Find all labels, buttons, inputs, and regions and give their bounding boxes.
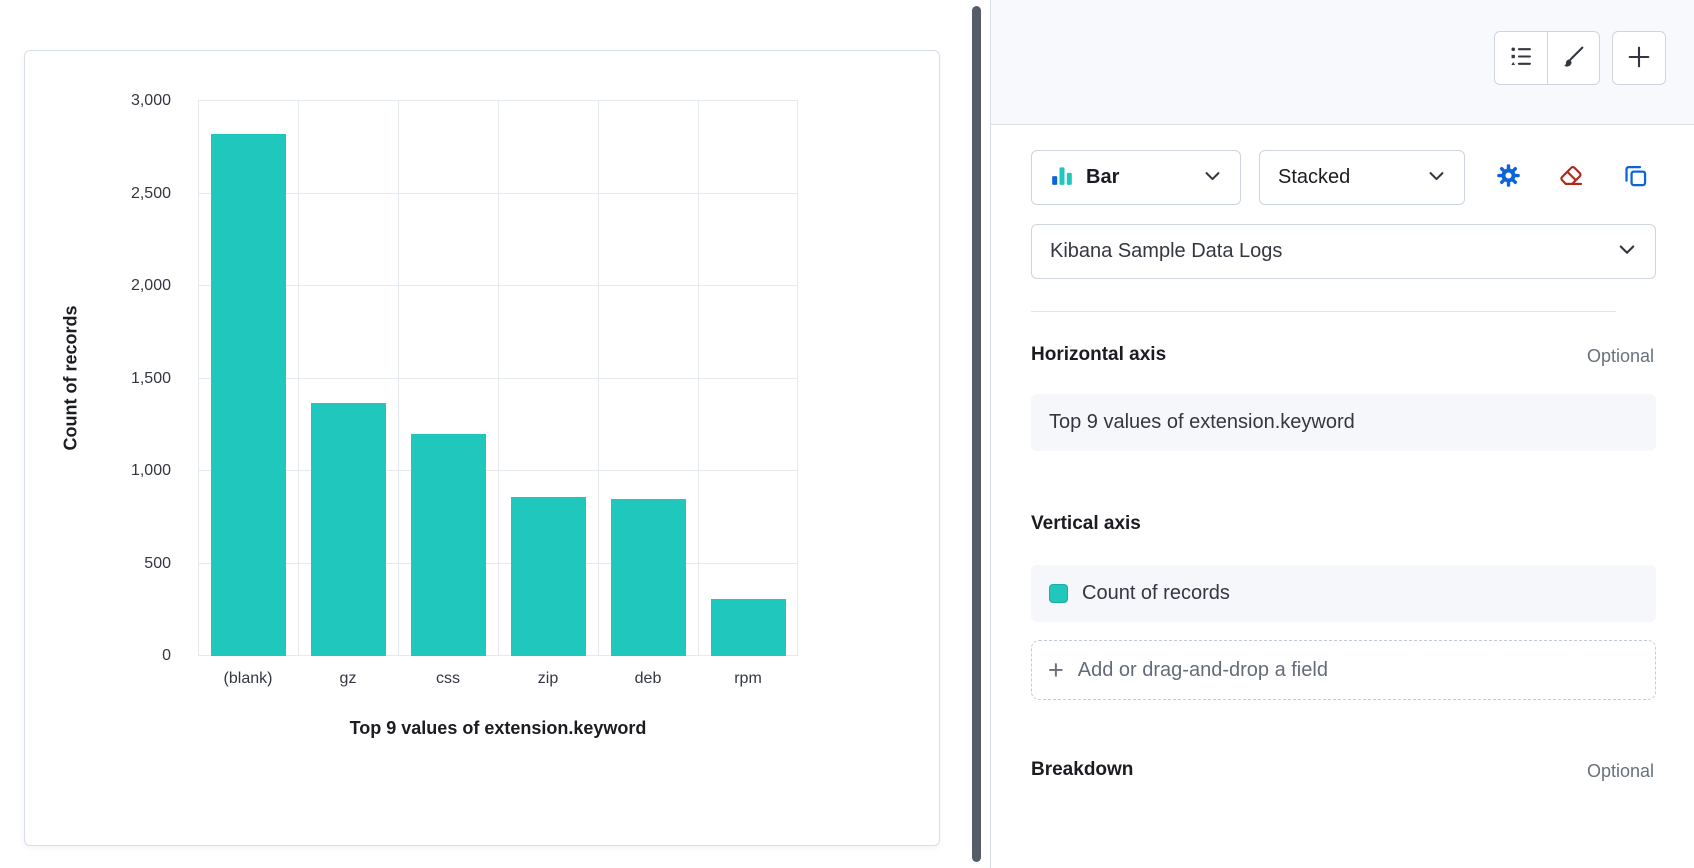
horizontal-axis-field[interactable]: Top 9 values of extension.keyword: [1031, 394, 1656, 451]
breakdown-optional-badge: Optional: [1586, 761, 1654, 781]
add-field-label: Add or drag-and-drop a field: [1077, 658, 1328, 681]
config-panel-header: [991, 0, 1694, 125]
header-button-group: [1494, 31, 1600, 85]
plus-icon: +: [1048, 654, 1064, 685]
bar-gz[interactable]: [310, 402, 386, 656]
gridline-horizontal: [198, 100, 798, 101]
x-tick-label: css: [436, 670, 460, 687]
eraser-icon: [1558, 162, 1585, 192]
add-layer-button[interactable]: [1612, 31, 1666, 85]
gridline-vertical: [198, 101, 199, 656]
horizontal-axis-field-label: Top 9 values of extension.keyword: [1049, 411, 1355, 433]
divider: [1031, 311, 1616, 312]
chart-type-select[interactable]: Bar: [1031, 150, 1241, 205]
chart-type-label: Bar: [1086, 166, 1120, 188]
data-view-select[interactable]: Kibana Sample Data Logs: [1031, 224, 1656, 279]
horizontal-axis-optional-badge: Optional: [1586, 346, 1654, 366]
layer-list-icon: [1508, 44, 1533, 72]
layer-list-button[interactable]: [1495, 32, 1547, 84]
gridline-vertical: [297, 101, 299, 656]
bar-chart-plot: [198, 100, 798, 656]
horizontal-axis-title: Horizontal axis: [1031, 344, 1167, 365]
clear-layer-button[interactable]: [1557, 163, 1585, 191]
gridline-vertical: [498, 101, 499, 656]
x-tick-label: zip: [537, 670, 559, 687]
stack-mode-label: Stacked: [1278, 166, 1351, 188]
add-field-dropzone[interactable]: + Add or drag-and-drop a field: [1031, 640, 1656, 700]
bar-(blank)[interactable]: [210, 134, 286, 656]
y-axis-ticks: 0 500 1,000 1,500 2,000 2,500 3,000: [25, 92, 185, 664]
bar-zip[interactable]: [510, 496, 586, 656]
y-tick-label: 1,000: [130, 462, 171, 479]
brush-button[interactable]: [1546, 32, 1600, 84]
chevron-down-icon: [1203, 166, 1222, 190]
brush-icon: [1561, 44, 1586, 72]
y-tick-label: 3,000: [130, 92, 171, 109]
bar-chart-icon: [1050, 163, 1074, 192]
bar-rpm[interactable]: [710, 598, 786, 656]
scrollbar-thumb[interactable]: [972, 6, 981, 862]
gridline-vertical: [397, 101, 399, 656]
y-tick-label: 2,500: [130, 184, 171, 202]
x-axis-ticks: (blank) gz css zip deb rpm: [198, 670, 798, 688]
stack-mode-select[interactable]: Stacked: [1259, 150, 1465, 205]
layer-settings-button[interactable]: [1494, 163, 1522, 191]
x-axis-title: Top 9 values of extension.keyword: [349, 718, 647, 738]
bar-css[interactable]: [410, 434, 486, 656]
chevron-down-icon: [1427, 166, 1446, 190]
x-tick-label: rpm: [734, 670, 762, 687]
y-tick-label: 1,500: [130, 369, 171, 387]
gridline-vertical: [797, 101, 798, 656]
duplicate-layer-button[interactable]: [1621, 163, 1649, 191]
x-tick-label: deb: [634, 670, 662, 687]
x-tick-label: (blank): [223, 670, 273, 687]
data-view-label: Kibana Sample Data Logs: [1050, 240, 1283, 262]
gear-icon: [1495, 162, 1522, 192]
chevron-down-icon: [1617, 239, 1637, 264]
chart-panel: Count of records 0 500 1,000 1,500 2,000 2,50…: [24, 50, 940, 846]
duplicate-icon: [1622, 162, 1649, 192]
x-tick-label: gz: [339, 670, 357, 687]
bar-deb[interactable]: [610, 498, 686, 656]
breakdown-title: Breakdown: [1031, 759, 1134, 780]
vertical-axis-field-label: Count of records: [1082, 582, 1230, 604]
config-panel: Bar Stacked: [990, 0, 1694, 868]
gridline-vertical: [597, 101, 599, 656]
y-tick-label: 0: [162, 647, 171, 664]
gridline-vertical: [698, 101, 699, 656]
vertical-axis-title: Vertical axis: [1031, 513, 1141, 534]
color-swatch: [1049, 584, 1068, 603]
y-tick-label: 2,000: [130, 277, 171, 294]
plus-icon: [1625, 43, 1653, 74]
y-tick-label: 500: [144, 554, 171, 572]
scrollbar-track[interactable]: [969, 0, 983, 868]
vertical-axis-field[interactable]: Count of records: [1031, 565, 1656, 622]
